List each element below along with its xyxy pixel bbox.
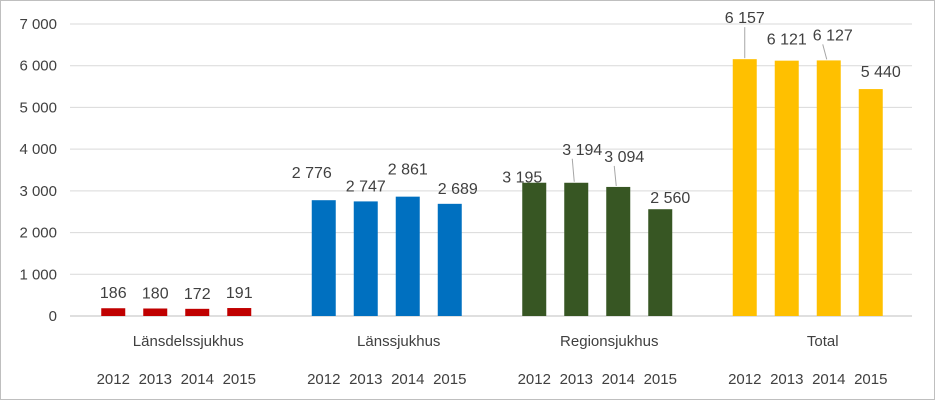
bar xyxy=(732,59,757,317)
x-tick-year-label: 2015 xyxy=(854,371,887,388)
x-tick-year-label: 2014 xyxy=(812,371,845,388)
y-tick-label: 7 000 xyxy=(19,16,57,33)
leader-line xyxy=(613,165,617,186)
data-label: 2 689 xyxy=(438,181,478,198)
data-label: 2 747 xyxy=(346,178,386,195)
bar xyxy=(606,186,631,316)
x-tick-year-label: 2012 xyxy=(518,371,551,388)
data-label: 186 xyxy=(100,285,127,302)
y-tick-label: 1 000 xyxy=(19,266,57,283)
data-label: 2 861 xyxy=(388,162,428,179)
data-label: 172 xyxy=(184,286,211,303)
y-tick-label: 6 000 xyxy=(19,58,57,75)
x-tick-year-label: 2015 xyxy=(644,371,677,388)
x-group-label: Total xyxy=(807,333,839,350)
data-label: 180 xyxy=(142,285,169,302)
y-tick-label: 2 000 xyxy=(19,225,57,242)
x-tick-year-label: 2013 xyxy=(139,371,172,388)
data-label: 6 121 xyxy=(767,32,807,49)
data-label: 6 127 xyxy=(813,27,853,44)
data-label: 3 195 xyxy=(502,170,542,187)
data-label: 2 560 xyxy=(650,190,690,207)
x-tick-year-label: 2013 xyxy=(560,371,593,388)
bar xyxy=(522,182,547,316)
x-tick-year-label: 2015 xyxy=(433,371,466,388)
y-tick-label: 0 xyxy=(49,308,57,325)
x-tick-year-label: 2013 xyxy=(349,371,382,388)
bar xyxy=(774,60,799,317)
x-tick-year-label: 2014 xyxy=(391,371,424,388)
bar xyxy=(101,308,126,316)
bar xyxy=(311,200,336,316)
x-tick-year-label: 2014 xyxy=(602,371,635,388)
y-tick-label: 4 000 xyxy=(19,141,57,158)
data-label: 5 440 xyxy=(861,64,901,81)
bar xyxy=(648,209,673,316)
bar xyxy=(564,182,589,316)
y-tick-label: 3 000 xyxy=(19,183,57,200)
x-tick-year-label: 2015 xyxy=(223,371,256,388)
x-group-label: Regionsjukhus xyxy=(560,333,658,350)
bar xyxy=(395,196,420,316)
data-label: 6 157 xyxy=(725,10,765,27)
data-label: 3 094 xyxy=(604,149,644,166)
data-label: 2 776 xyxy=(292,165,332,182)
bar xyxy=(437,203,462,316)
bar xyxy=(185,308,210,316)
bar xyxy=(816,60,841,317)
leader-line xyxy=(822,44,828,60)
bar xyxy=(858,89,883,317)
x-group-label: Länsdelssjukhus xyxy=(133,333,244,350)
bar xyxy=(143,308,168,316)
x-tick-year-label: 2012 xyxy=(307,371,340,388)
y-tick-label: 5 000 xyxy=(19,99,57,116)
data-label: 191 xyxy=(226,285,253,302)
bar xyxy=(353,201,378,316)
x-tick-year-label: 2012 xyxy=(97,371,130,388)
leader-line xyxy=(571,158,575,182)
x-tick-year-label: 2014 xyxy=(181,371,214,388)
x-tick-year-label: 2012 xyxy=(728,371,761,388)
x-group-label: Länssjukhus xyxy=(357,333,440,350)
data-label: 3 194 xyxy=(562,142,602,159)
bar xyxy=(227,308,252,316)
x-tick-year-label: 2013 xyxy=(770,371,803,388)
